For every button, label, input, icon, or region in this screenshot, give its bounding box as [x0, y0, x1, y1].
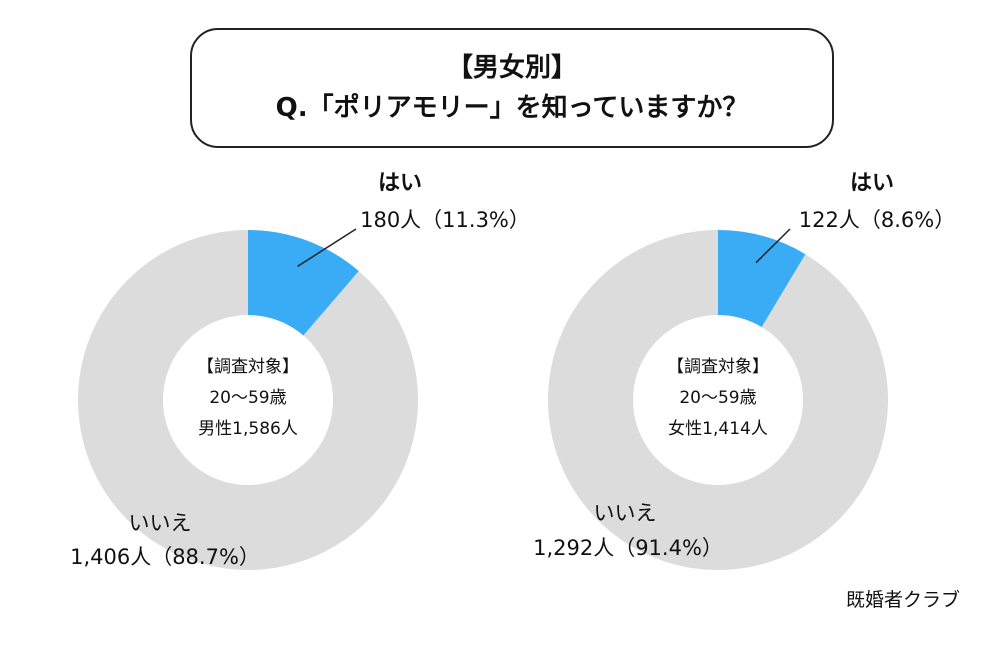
count-yes-female: 122人（8.6%）: [799, 208, 955, 232]
label-no-male: いいえ: [129, 511, 192, 535]
label-yes-male: はい: [378, 171, 422, 196]
count-yes-male: 180人（11.3%）: [360, 208, 530, 232]
center-label-male-1: 20〜59歳: [209, 388, 286, 408]
count-no-male: 1,406人（88.7%）: [70, 545, 260, 569]
center-label-male-2: 男性1,586人: [198, 419, 298, 439]
center-label-male-0: 【調査対象】: [197, 357, 299, 377]
center-label-female-1: 20〜59歳: [679, 388, 756, 408]
source-credit: 既婚者クラブ: [846, 585, 960, 612]
center-label-female-0: 【調査対象】: [667, 357, 769, 377]
count-no-female: 1,292人（91.4%）: [533, 536, 723, 560]
label-no-female: いいえ: [594, 501, 657, 525]
label-yes-female: はい: [850, 171, 894, 196]
center-label-female-2: 女性1,414人: [668, 419, 768, 439]
